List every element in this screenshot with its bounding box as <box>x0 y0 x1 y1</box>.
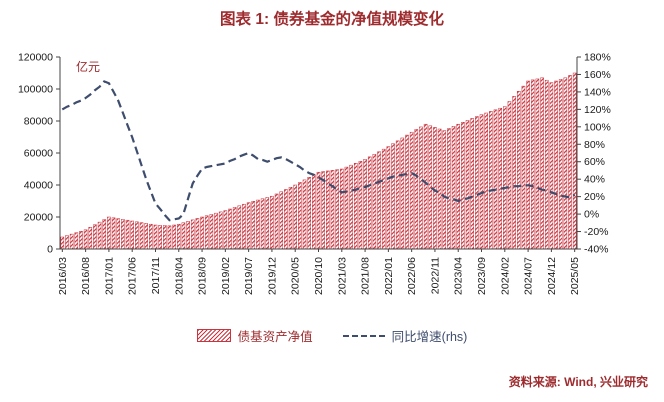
svg-text:100000: 100000 <box>18 84 53 96</box>
svg-text:2023/09: 2023/09 <box>476 257 488 295</box>
svg-text:0: 0 <box>47 244 53 256</box>
svg-text:-40%: -40% <box>584 244 609 256</box>
svg-text:2016/03: 2016/03 <box>57 257 69 295</box>
chart-title: 图表 1: 债券基金的净值规模变化 <box>220 11 444 28</box>
legend-item-line: 同比增速(rhs) <box>342 326 468 345</box>
svg-text:2019/07: 2019/07 <box>243 257 255 295</box>
svg-text:140%: 140% <box>584 86 611 98</box>
chart-area: 0 20000 40000 60000 80000 100000 120000 -40% -20… <box>0 43 664 324</box>
svg-text:2023/04: 2023/04 <box>453 257 465 295</box>
svg-text:120000: 120000 <box>18 52 53 64</box>
bar-series-swatch-icon <box>196 329 231 342</box>
svg-text:20000: 20000 <box>24 212 53 224</box>
svg-text:40%: 40% <box>584 174 605 186</box>
svg-text:60000: 60000 <box>24 148 53 160</box>
svg-text:180%: 180% <box>584 52 611 64</box>
svg-text:2020/05: 2020/05 <box>290 257 302 295</box>
svg-text:2019/02: 2019/02 <box>220 257 232 295</box>
svg-text:0%: 0% <box>584 209 599 221</box>
svg-text:2016/08: 2016/08 <box>80 257 92 295</box>
svg-text:160%: 160% <box>584 69 611 81</box>
svg-text:2024/07: 2024/07 <box>523 257 535 295</box>
svg-text:2017/01: 2017/01 <box>103 257 115 295</box>
svg-text:2022/01: 2022/01 <box>383 257 395 295</box>
svg-text:亿元: 亿元 <box>76 59 100 74</box>
svg-text:2017/06: 2017/06 <box>127 257 139 295</box>
svg-text:100%: 100% <box>584 121 611 133</box>
svg-text:120%: 120% <box>584 104 611 116</box>
chart-svg: 0 20000 40000 60000 80000 100000 120000 -40% -20… <box>18 52 611 295</box>
svg-text:2024/12: 2024/12 <box>546 257 558 295</box>
svg-text:40000: 40000 <box>24 180 53 192</box>
svg-text:-20%: -20% <box>584 226 609 238</box>
svg-text:2021/08: 2021/08 <box>360 257 372 295</box>
svg-text:2021/03: 2021/03 <box>336 257 348 295</box>
legend-item-bars: 债基资产净值 <box>196 326 313 345</box>
svg-text:2020/10: 2020/10 <box>313 257 325 295</box>
svg-text:80%: 80% <box>584 139 605 151</box>
svg-text:2018/09: 2018/09 <box>197 257 209 295</box>
svg-text:60%: 60% <box>584 156 605 168</box>
svg-text:2022/06: 2022/06 <box>406 257 418 295</box>
chart-legend: 债基资产净值 同比增速(rhs) <box>0 326 664 345</box>
svg-text:2022/11: 2022/11 <box>429 257 441 294</box>
svg-text:2025/05: 2025/05 <box>569 257 581 295</box>
dashed-line-swatch-icon <box>342 334 385 337</box>
svg-text:2018/04: 2018/04 <box>173 257 185 295</box>
source-note: 资料来源: Wind, 兴业研究 <box>508 375 648 389</box>
legend-label-line: 同比增速(rhs) <box>391 330 468 344</box>
svg-text:80000: 80000 <box>24 116 53 128</box>
svg-text:2017/11: 2017/11 <box>150 257 162 294</box>
legend-label-bars: 债基资产净值 <box>237 330 313 344</box>
svg-text:20%: 20% <box>584 191 605 203</box>
svg-text:2019/12: 2019/12 <box>266 257 278 295</box>
svg-text:2024/02: 2024/02 <box>499 257 511 295</box>
